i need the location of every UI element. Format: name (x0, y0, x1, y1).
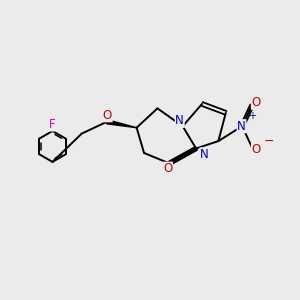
Text: N: N (200, 148, 209, 161)
Text: −: − (264, 135, 274, 148)
Text: F: F (49, 118, 55, 131)
Text: +: + (248, 111, 256, 121)
Text: N: N (237, 120, 246, 133)
Polygon shape (106, 120, 136, 128)
Text: O: O (251, 96, 261, 109)
Text: N: N (175, 114, 184, 128)
Text: O: O (251, 143, 261, 156)
Text: O: O (103, 109, 112, 122)
Text: O: O (163, 162, 172, 175)
